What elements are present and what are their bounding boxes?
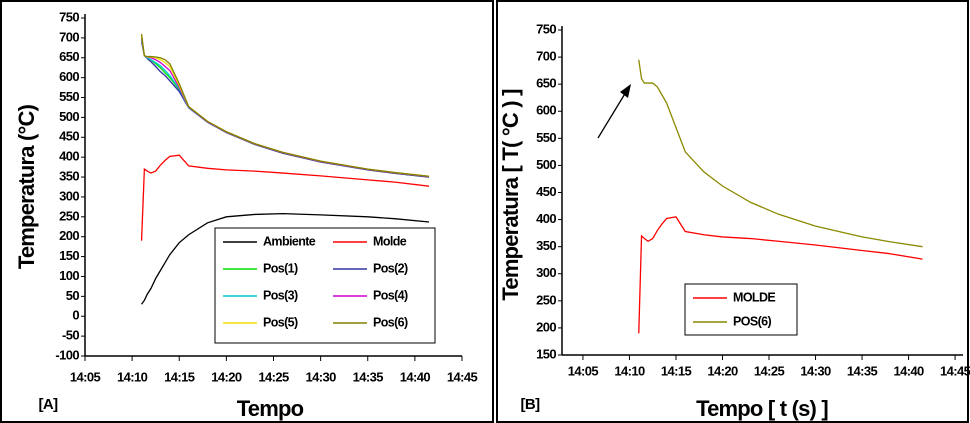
x-tick-label: 14:35 xyxy=(353,369,384,384)
y-tick-label: 400 xyxy=(59,149,79,164)
y-tick-label: 250 xyxy=(536,292,556,307)
y-tick-label: 200 xyxy=(536,319,556,334)
legend-label: Pos(1) xyxy=(263,261,298,275)
x-tick-label: 14:35 xyxy=(847,363,878,378)
y-tick-label: 450 xyxy=(536,184,556,199)
y-tick-label: 450 xyxy=(59,129,79,144)
x-tick-label: 14:05 xyxy=(568,363,599,378)
y-tick-label: 750 xyxy=(536,21,556,36)
x-tick-label: 14:30 xyxy=(306,369,337,384)
data-line xyxy=(638,216,923,334)
panel-label: [B] xyxy=(520,396,540,413)
y-tick-label: 750 xyxy=(59,9,79,24)
legend: Ambiente Molde Pos(1) Pos(2) Pos(3) Pos(4) Pos… xyxy=(214,227,436,344)
y-tick-label: 500 xyxy=(536,157,556,172)
y-axis-title: Temperatura (°C) xyxy=(14,104,39,269)
y-tick-label: 150 xyxy=(536,346,556,361)
y-tick-label: -50 xyxy=(62,328,79,343)
legend-label: Pos(2) xyxy=(373,261,408,275)
arrow-annotation xyxy=(597,84,631,139)
y-tick-label: 500 xyxy=(59,109,79,124)
legend-label: POS(6) xyxy=(733,314,772,328)
x-tick-label: 14:40 xyxy=(400,369,431,384)
legend-box xyxy=(684,283,798,336)
data-line xyxy=(638,59,923,248)
legend-label: Pos(6) xyxy=(373,315,408,329)
x-tick-label: 14:30 xyxy=(800,363,831,378)
data-line xyxy=(140,41,430,178)
legend-label: Molde xyxy=(373,234,407,248)
y-tick-label: 700 xyxy=(59,29,79,44)
legend-label: Ambiente xyxy=(263,234,316,248)
y-tick-label: 300 xyxy=(59,188,79,203)
x-tick-label: 14:10 xyxy=(614,363,645,378)
x-tick-label: 14:15 xyxy=(164,369,195,384)
legend-label: Pos(4) xyxy=(373,288,408,302)
y-tick-label: 200 xyxy=(59,228,79,243)
y-tick-label: 700 xyxy=(536,49,556,64)
y-tick-label: 400 xyxy=(536,211,556,226)
x-tick-label: 14:05 xyxy=(70,369,101,384)
x-tick-label: 14:20 xyxy=(211,369,242,384)
y-tick-label: 650 xyxy=(536,76,556,91)
y-tick-label: 600 xyxy=(59,69,79,84)
y-tick-label: 250 xyxy=(59,208,79,223)
x-tick-label: 14:25 xyxy=(258,369,289,384)
y-tick-label: 100 xyxy=(59,268,79,283)
x-tick-label: 14:45 xyxy=(447,369,478,384)
y-tick-label: 650 xyxy=(59,49,79,64)
legend-box xyxy=(214,227,436,344)
data-line xyxy=(141,212,430,305)
data-line xyxy=(140,154,430,241)
y-tick-label: 300 xyxy=(536,265,556,280)
y-tick-label: 550 xyxy=(536,130,556,145)
legend-label: Pos(3) xyxy=(263,288,298,302)
y-tick-label: -100 xyxy=(55,347,79,362)
legend: MOLDE POS(6) xyxy=(684,283,798,336)
data-line xyxy=(140,39,430,178)
x-axis-title: Tempo [ t (s) ] xyxy=(696,396,828,421)
legend-label: Pos(5) xyxy=(263,315,298,329)
panel-frame xyxy=(496,0,969,423)
panel-label: [A] xyxy=(38,396,58,413)
x-tick-label: 14:10 xyxy=(117,369,148,384)
y-tick-label: 350 xyxy=(536,238,556,253)
data-line xyxy=(140,37,430,178)
y-tick-label: 550 xyxy=(59,89,79,104)
x-axis-title: Tempo xyxy=(237,396,304,421)
y-tick-label: 150 xyxy=(59,248,79,263)
legend-label: MOLDE xyxy=(733,290,775,304)
data-line xyxy=(140,33,430,177)
x-tick-label: 14:15 xyxy=(661,363,692,378)
panel-frame xyxy=(0,0,494,423)
y-tick-label: 0 xyxy=(72,308,79,323)
data-line xyxy=(140,35,430,177)
x-tick-label: 14:20 xyxy=(707,363,738,378)
x-tick-label: 14:25 xyxy=(754,363,785,378)
y-axis-title: Temperatura [ T( °C ) ] xyxy=(498,89,523,301)
y-tick-label: 350 xyxy=(59,168,79,183)
y-tick-label: 50 xyxy=(66,288,80,303)
x-tick-label: 14:40 xyxy=(893,363,924,378)
x-tick-label: 14:45 xyxy=(940,363,970,378)
data-line xyxy=(140,37,430,178)
y-tick-label: 600 xyxy=(536,103,556,118)
